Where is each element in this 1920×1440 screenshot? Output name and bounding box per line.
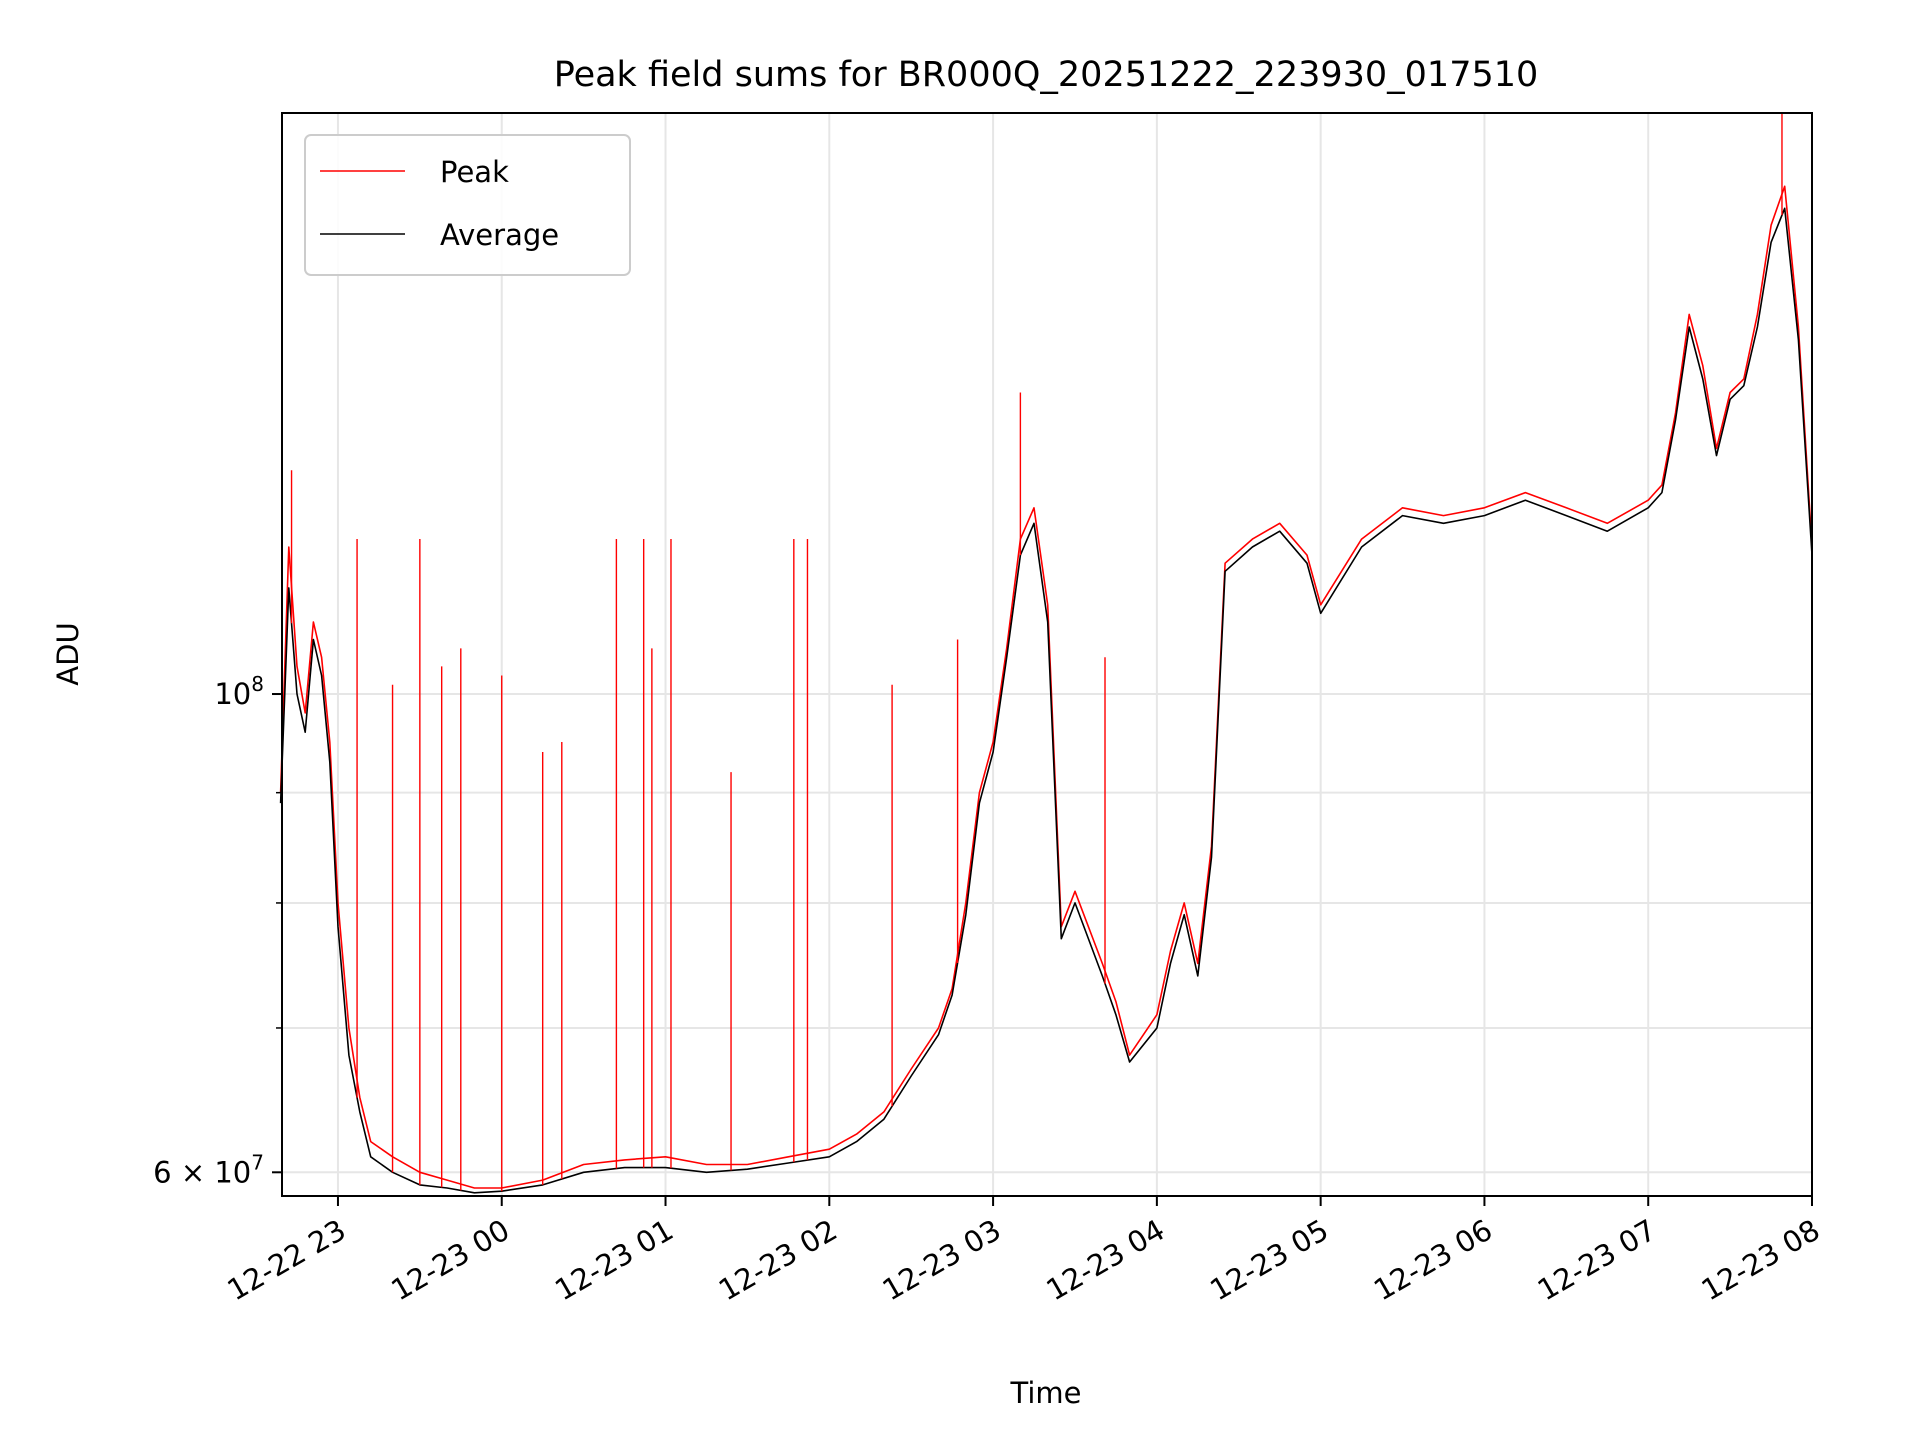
y-tick-label-exponent: 7 xyxy=(251,1150,264,1174)
y-tick-label-base: 10 xyxy=(214,677,251,711)
x-axis-label: Time xyxy=(1010,1376,1082,1410)
plot-area xyxy=(279,113,1813,1194)
axes-frame xyxy=(281,112,1813,1197)
series-average-line xyxy=(279,207,1813,1194)
y-tick-label: 6 × 107 xyxy=(153,1150,264,1189)
legend: Peak Average xyxy=(304,134,631,276)
chart-title: Peak field sums for BR000Q_20251222_2239… xyxy=(554,55,1539,95)
y-tick-label: 108 xyxy=(214,672,264,711)
y-tick-label-exponent: 8 xyxy=(251,672,264,696)
legend-box xyxy=(304,134,631,276)
legend-label-peak: Peak xyxy=(440,155,509,189)
series-peak-line xyxy=(279,185,1813,1189)
legend-label-average: Average xyxy=(440,218,559,252)
y-tick-label-base: 6 × 10 xyxy=(153,1155,251,1189)
y-axis-label: ADU xyxy=(51,622,85,685)
